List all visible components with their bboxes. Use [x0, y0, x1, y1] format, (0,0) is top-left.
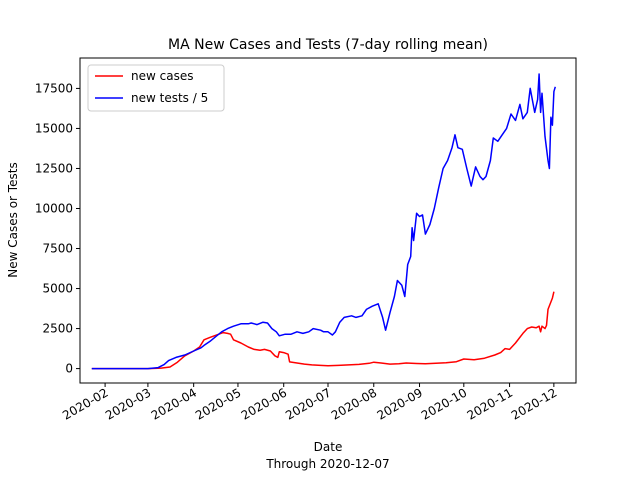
x-tick-label: 2020-04: [149, 385, 199, 422]
x-axis: 2020-022020-032020-042020-052020-062020-…: [60, 383, 559, 423]
x-tick-label: 2020-07: [283, 385, 333, 422]
legend-label-new-cases: new cases: [131, 69, 193, 83]
chart-title: MA New Cases and Tests (7-day rolling me…: [168, 37, 488, 53]
plot-area: [91, 73, 557, 370]
x-tick-label: 2020-09: [375, 385, 425, 422]
x-tick-label: 2020-06: [239, 385, 289, 422]
x-tick-label: 2020-12: [509, 385, 559, 422]
series-line-new-cases: [91, 291, 555, 370]
legend-label-new-tests: new tests / 5: [131, 91, 208, 105]
y-tick-label: 7500: [42, 242, 73, 256]
y-tick-label: 12500: [35, 161, 73, 175]
x-tick-label: 2020-10: [419, 385, 469, 422]
x-axis-label: Date: [314, 440, 343, 454]
y-tick-label: 2500: [42, 322, 73, 336]
y-tick-label: 10000: [35, 201, 73, 215]
y-tick-label: 17500: [35, 81, 73, 95]
y-tick-label: 15000: [35, 121, 73, 135]
y-axis: 0 2500 5000 7500 10000 12500 15000 17500: [35, 81, 80, 376]
x-tick-label: 2020-08: [329, 385, 379, 422]
x-tick-label: 2020-11: [465, 385, 515, 422]
y-axis-label: New Cases or Tests: [6, 162, 20, 277]
series-line-new-tests: [91, 73, 557, 370]
x-axis-sublabel: Through 2020-12-07: [265, 457, 389, 471]
x-tick-label: 2020-05: [193, 385, 243, 422]
x-tick-label: 2020-03: [103, 385, 153, 422]
y-tick-label: 0: [65, 362, 73, 376]
x-tick-label: 2020-02: [60, 385, 110, 422]
legend: new cases new tests / 5: [87, 64, 225, 112]
y-tick-label: 5000: [42, 282, 73, 296]
